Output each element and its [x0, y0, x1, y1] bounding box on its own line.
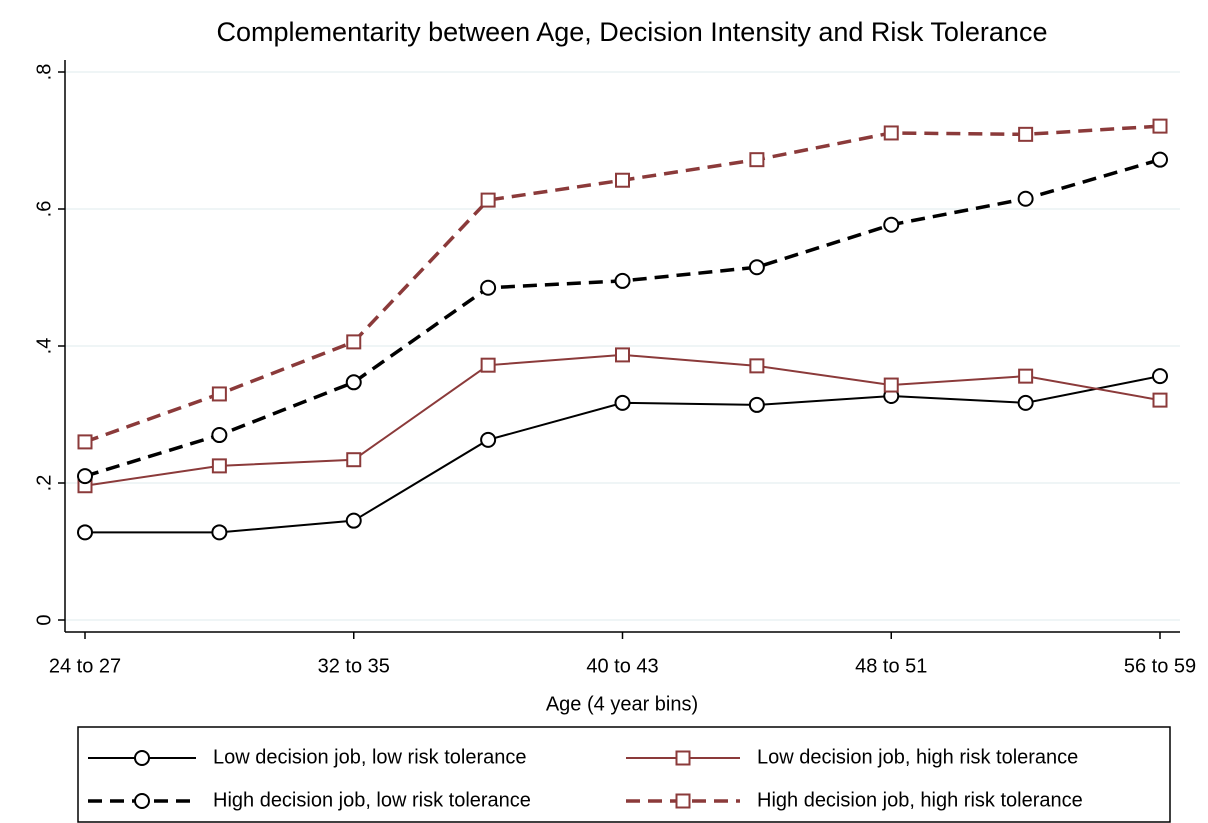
data-point [1152, 368, 1168, 385]
data-point [480, 192, 496, 208]
y-tick-label: 0 [33, 614, 55, 625]
x-tick-label: 56 to 59 [1124, 655, 1196, 677]
data-point [346, 334, 362, 350]
data-point [883, 216, 900, 233]
x-tick-label: 40 to 43 [586, 655, 658, 677]
legend-label: High decision job, low risk tolerance [213, 789, 531, 811]
data-point [211, 386, 227, 402]
data-point [748, 259, 765, 276]
data-point [77, 468, 93, 485]
legend-marker [134, 750, 150, 766]
data-point [615, 347, 630, 363]
data-point [345, 374, 362, 391]
legend-marker [134, 793, 150, 809]
x-tick-label: 32 to 35 [318, 655, 390, 677]
y-tick-label: .6 [33, 201, 55, 218]
data-point [211, 458, 227, 474]
data-point [211, 524, 228, 541]
y-tick-label: .2 [33, 475, 55, 492]
data-point [614, 272, 631, 289]
data-point [749, 152, 765, 168]
data-point [748, 396, 765, 413]
chart-title: Complementarity between Age, Decision In… [217, 17, 1048, 47]
data-point [480, 431, 497, 448]
data-point [1152, 151, 1168, 168]
legend-label: Low decision job, low risk tolerance [213, 746, 527, 768]
data-point [480, 279, 497, 296]
y-tick-label: .4 [33, 338, 55, 355]
data-point [480, 357, 496, 373]
legend-marker [675, 793, 691, 809]
data-point [211, 427, 228, 444]
legend-label: High decision job, high risk tolerance [757, 789, 1083, 811]
data-point [1018, 126, 1034, 142]
data-point [1152, 392, 1168, 408]
legend-label: Low decision job, high risk tolerance [757, 746, 1078, 768]
data-point [614, 394, 631, 411]
x-tick-label: 48 to 51 [855, 655, 927, 677]
legend-marker [675, 750, 691, 766]
data-point [77, 524, 93, 541]
data-point [345, 512, 362, 529]
legend-box [77, 726, 1171, 823]
data-point [1017, 394, 1034, 411]
data-point [346, 452, 362, 468]
data-point [883, 377, 899, 393]
data-point [77, 434, 93, 450]
data-point [749, 358, 765, 374]
y-tick-label: .8 [33, 64, 55, 81]
x-axis-label: Age (4 year bins) [546, 693, 698, 715]
data-point [1152, 118, 1168, 134]
data-point [1017, 190, 1034, 207]
data-point [1018, 368, 1034, 384]
x-tick-label: 24 to 27 [49, 655, 121, 677]
data-point [883, 125, 899, 141]
data-point [615, 172, 630, 188]
